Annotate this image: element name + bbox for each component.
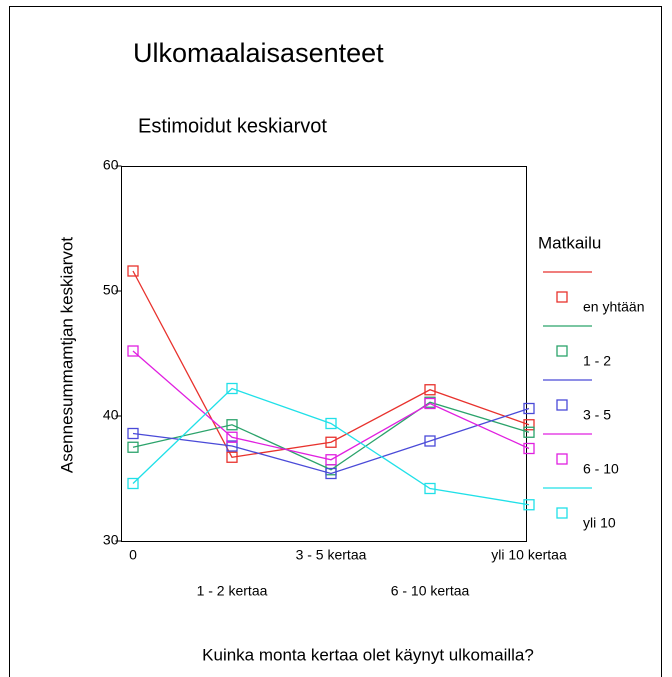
- point-marker: [523, 426, 535, 438]
- legend-title: Matkailu: [538, 233, 601, 252]
- point-marker: [424, 397, 436, 410]
- point-marker: [523, 419, 535, 431]
- x-axis-label: Kuinka monta kertaa olet käynyt ulkomail…: [202, 645, 534, 664]
- y-axis-label: Asennesummamtjan keskiarvot: [57, 237, 76, 473]
- legend-marker: [556, 399, 568, 411]
- point-marker: [226, 431, 238, 443]
- legend-marker: [556, 453, 568, 465]
- point-marker: [127, 441, 139, 453]
- series-line: [132, 401, 530, 471]
- series-line: [132, 407, 530, 475]
- point-marker: [127, 427, 139, 440]
- y-tick-label: 60: [103, 157, 119, 173]
- point-marker: [226, 451, 238, 463]
- y-tick-label: 40: [103, 407, 119, 423]
- point-marker: [325, 417, 337, 430]
- point-marker: [127, 265, 139, 277]
- point-marker: [424, 482, 436, 495]
- chart-title: Ulkomaalaisasenteet: [133, 38, 384, 68]
- legend-marker: [556, 345, 568, 357]
- point-marker: [424, 435, 436, 447]
- point-marker: [424, 384, 436, 396]
- legend-label: 1 - 2: [583, 353, 611, 369]
- legend-marker: [556, 291, 568, 303]
- legend-marker: [556, 507, 568, 519]
- series-line: [132, 350, 530, 461]
- point-marker: [523, 442, 535, 455]
- point-marker: [325, 467, 337, 480]
- y-tick-label: 30: [103, 532, 119, 548]
- legend-label: 3 - 5: [583, 407, 611, 423]
- x-tick-label: 6 - 10 kertaa: [391, 583, 470, 599]
- point-marker: [325, 436, 337, 448]
- x-tick-label: 1 - 2 kertaa: [197, 583, 268, 599]
- x-tick-label: 3 - 5 kertaa: [296, 547, 367, 563]
- point-marker: [226, 382, 238, 395]
- point-marker: [325, 454, 337, 466]
- point-marker: [226, 440, 238, 452]
- legend-label: yli 10: [583, 515, 616, 531]
- point-marker: [226, 419, 238, 431]
- point-marker: [127, 345, 139, 357]
- frame: [9, 6, 662, 677]
- point-marker: [523, 499, 535, 511]
- series-line: [132, 270, 530, 458]
- series-line: [132, 387, 530, 506]
- x-tick-label: yli 10 kertaa: [491, 547, 567, 563]
- legend-label: en yhtään: [583, 299, 645, 315]
- plot-area: [121, 166, 527, 542]
- chart-subtitle: Estimoidut keskiarvot: [138, 115, 327, 137]
- x-tick-label: 0: [129, 547, 137, 563]
- legend-label: 6 - 10: [583, 461, 619, 477]
- y-tick-label: 50: [103, 282, 119, 298]
- point-marker: [127, 477, 139, 490]
- point-marker: [523, 402, 535, 415]
